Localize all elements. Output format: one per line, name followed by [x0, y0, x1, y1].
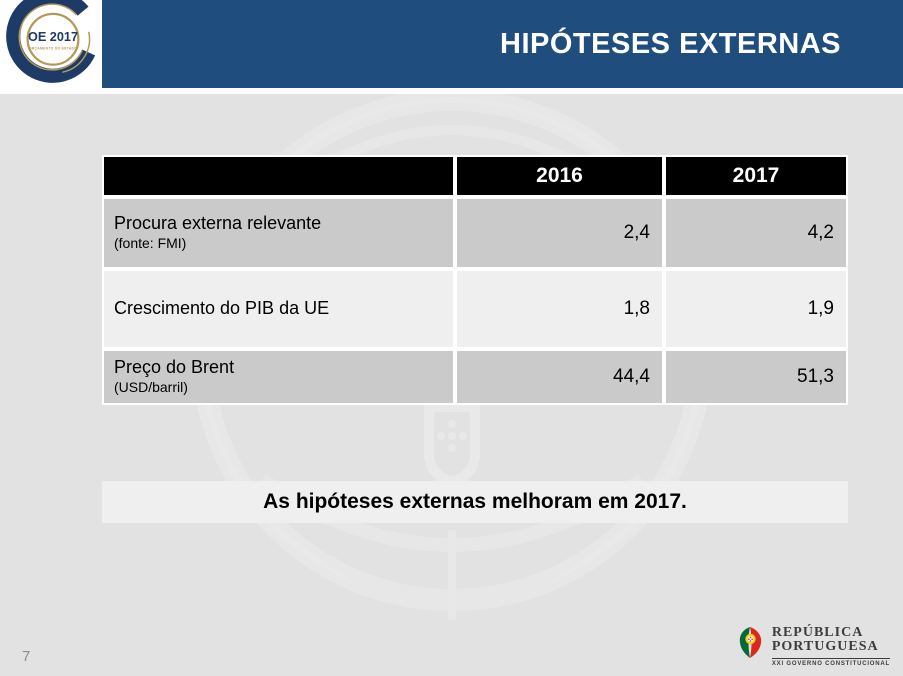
table-cell-2017: 51,3: [666, 351, 846, 403]
table-header-2016: 2016: [457, 157, 662, 195]
hypotheses-table: 2016 2017 Procura externa relevante (fon…: [102, 155, 848, 405]
row-label-text: Crescimento do PIB da UE: [114, 298, 330, 319]
republica-portuguesa-logo: REPÚBLICA PORTUGUESA XXI GOVERNO CONSTIT…: [738, 624, 890, 667]
table-cell-2017: 1,9: [666, 271, 846, 347]
table-cell-2016: 1,8: [457, 271, 662, 347]
gov-subtitle: XXI GOVERNO CONSTITUCIONAL: [771, 661, 890, 667]
header-bar: HIPÓTESES EXTERNAS OE 2017 ORÇAMENTO DO …: [0, 0, 903, 94]
page-title: HIPÓTESES EXTERNAS: [500, 27, 841, 60]
oe2017-logo-icon: OE 2017 ORÇAMENTO DO ESTADO: [6, 0, 96, 83]
conclusion-banner: As hipóteses externas melhoram em 2017.: [102, 481, 848, 523]
gov-name-line1: REPÚBLICA: [771, 624, 864, 640]
table-cell-2016: 2,4: [457, 199, 662, 267]
portugal-flag-icon: [739, 626, 762, 658]
table-header-2017: 2017: [666, 157, 846, 195]
table-row-label: Preço do Brent (USD/barril): [104, 351, 453, 403]
title-bar: HIPÓTESES EXTERNAS: [102, 0, 903, 88]
row-label-text: Preço do Brent: [114, 357, 235, 378]
gov-divider: [771, 658, 890, 659]
conclusion-text: As hipóteses externas melhoram em 2017.: [263, 490, 687, 513]
oe2017-logo: OE 2017 ORÇAMENTO DO ESTADO: [0, 0, 102, 94]
table-cell-2016: 44,4: [457, 351, 662, 403]
gov-wordmark: REPÚBLICA PORTUGUESA XXI GOVERNO CONSTIT…: [771, 624, 890, 667]
table-row-label: Procura externa relevante (fonte: FMI): [104, 199, 453, 267]
row-sublabel-text: (USD/barril): [114, 379, 188, 396]
page-number: 7: [22, 648, 31, 665]
table-cell-2017: 4,2: [666, 199, 846, 267]
row-label-text: Procura externa relevante: [114, 213, 322, 234]
oe2017-logo-subtext: ORÇAMENTO DO ESTADO: [29, 47, 77, 51]
table-header-empty: [104, 157, 453, 195]
table-row-label: Crescimento do PIB da UE: [104, 271, 453, 347]
oe2017-logo-text: OE 2017: [28, 30, 78, 44]
row-sublabel-text: (fonte: FMI): [114, 235, 187, 252]
gov-name-line2: PORTUGUESA: [771, 639, 879, 655]
